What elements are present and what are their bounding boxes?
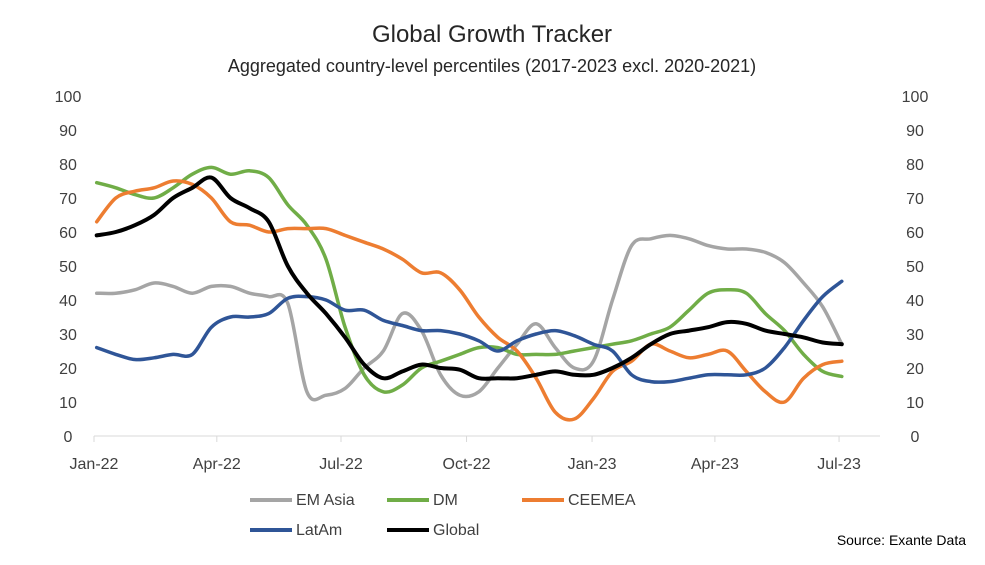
y-tick-left-label: 50 <box>59 259 77 276</box>
series-line-em-asia <box>94 233 844 402</box>
legend-label-ceemea: CEEMEA <box>568 492 636 509</box>
y-axis-right-ticks: 0 10 20 30 40 50 60 70 80 90 100 <box>902 89 929 446</box>
y-tick-right-label: 50 <box>906 259 924 276</box>
legend-label-dm: DM <box>433 492 458 509</box>
y-tick-right-label: 30 <box>906 327 924 344</box>
series-line-ceemea <box>94 179 844 422</box>
y-tick-left-label: 80 <box>59 157 77 174</box>
x-tick-label: Jul-22 <box>319 456 363 473</box>
y-tick-right-label: 20 <box>906 361 924 378</box>
chart-title: Global Growth Tracker <box>372 21 612 48</box>
y-tick-left-label: 20 <box>59 361 77 378</box>
x-tick-label: Jan-22 <box>70 456 119 473</box>
y-tick-left-label: 30 <box>59 327 77 344</box>
series-line-dm <box>94 165 844 394</box>
legend-label-latam: LatAm <box>296 522 342 539</box>
series-line-global <box>94 175 844 381</box>
y-tick-left-label: 40 <box>59 293 77 310</box>
chart-subtitle: Aggregated country-level percentiles (20… <box>228 56 756 76</box>
y-tick-right-label: 70 <box>906 191 924 208</box>
plot-area <box>94 165 844 422</box>
legend: EM Asia DM CEEMEA LatAm Global <box>250 492 636 539</box>
series-line-latam <box>94 279 844 384</box>
y-tick-right-label: 90 <box>906 123 924 140</box>
y-tick-left-label: 100 <box>55 89 82 106</box>
y-tick-right-label: 0 <box>911 429 920 446</box>
x-tick-label: Jul-23 <box>817 456 861 473</box>
x-tick-label: Apr-23 <box>691 456 739 473</box>
y-tick-left-label: 10 <box>59 395 77 412</box>
y-tick-left-label: 0 <box>64 429 73 446</box>
y-tick-left-label: 70 <box>59 191 77 208</box>
y-tick-left-label: 90 <box>59 123 77 140</box>
x-tick-label: Jan-23 <box>568 456 617 473</box>
y-tick-right-label: 40 <box>906 293 924 310</box>
x-tick-label: Apr-22 <box>193 456 241 473</box>
y-axis-left-ticks: 0 10 20 30 40 50 60 70 80 90 100 <box>55 89 82 446</box>
y-tick-right-label: 100 <box>902 89 929 106</box>
y-tick-left-label: 60 <box>59 225 77 242</box>
x-tick-label: Oct-22 <box>443 456 491 473</box>
legend-label-em-asia: EM Asia <box>296 492 355 509</box>
y-tick-right-label: 60 <box>906 225 924 242</box>
legend-label-global: Global <box>433 522 479 539</box>
y-tick-right-label: 80 <box>906 157 924 174</box>
y-tick-right-label: 10 <box>906 395 924 412</box>
source-note: Source: Exante Data <box>837 532 966 548</box>
x-axis: Jan-22 Apr-22 Jul-22 Oct-22 Jan-23 Apr-23 Jul-… <box>70 435 880 473</box>
